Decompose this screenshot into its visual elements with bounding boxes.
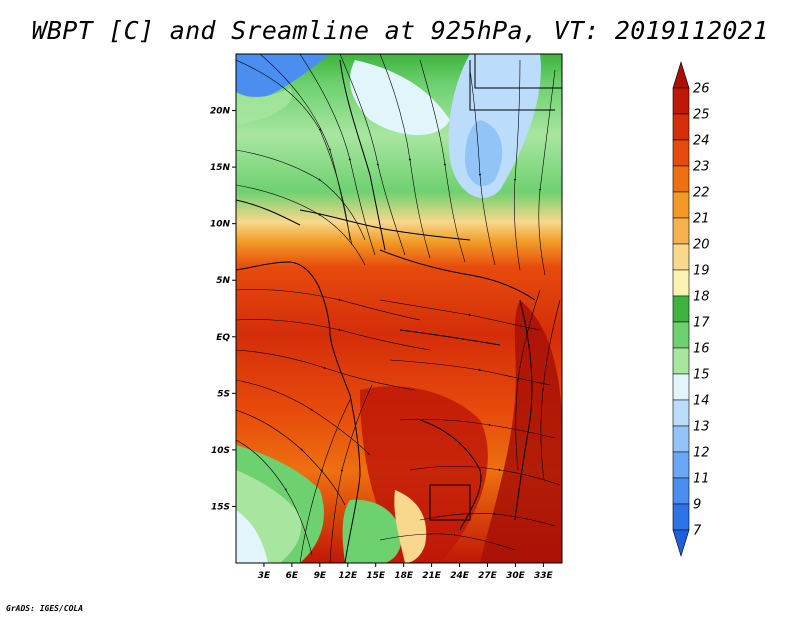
- y-tick-label: 10S: [211, 446, 230, 456]
- colorbar-label: 20: [693, 238, 710, 253]
- colorbar-swatch: [672, 139, 690, 167]
- colorbar: 7 9 11 12 13 14 15 16 17 18 19 20 21 22 23 24 25 26: [672, 60, 710, 558]
- colorbar-swatch: [672, 113, 690, 141]
- colorbar-label: 11: [693, 472, 710, 487]
- x-tick-label: 30E: [506, 571, 526, 581]
- colorbar-label: 15: [693, 368, 710, 383]
- colorbar-label: 14: [693, 394, 710, 409]
- y-tick-label: 5N: [216, 276, 230, 286]
- colorbar-swatch: [672, 165, 690, 193]
- y-tick-label: 15N: [210, 163, 231, 173]
- x-tick-label: 33E: [534, 571, 554, 581]
- colorbar-label: 26: [693, 82, 710, 97]
- y-tick-label: 15S: [211, 502, 230, 512]
- colorbar-swatch: [672, 425, 690, 453]
- colorbar-swatch: [672, 87, 690, 115]
- x-tick-label: 12E: [338, 571, 358, 581]
- colorbar-label: 13: [693, 420, 710, 435]
- colorbar-label: 9: [693, 498, 701, 513]
- y-tick-label: 20N: [210, 107, 231, 117]
- x-tick-label: 3E: [258, 571, 271, 581]
- colorbar-label: 16: [693, 342, 710, 357]
- colorbar-swatch: [672, 60, 690, 89]
- x-tick-label: 15E: [366, 571, 386, 581]
- x-tick-label: 27E: [478, 571, 498, 581]
- cool-region-northeast-blue: [465, 120, 503, 187]
- colorbar-label: 22: [693, 186, 710, 201]
- colorbar-label: 18: [693, 290, 710, 305]
- colorbar-label: 25: [693, 108, 710, 123]
- x-axis: 3E 6E 9E 12E 15E 18E 21E 24E 27E 30E 33E: [258, 563, 554, 581]
- y-tick-label: 10N: [210, 220, 231, 230]
- x-tick-label: 6E: [286, 571, 299, 581]
- colorbar-label: 24: [693, 134, 710, 149]
- cool-region-south-angola: [342, 499, 402, 563]
- colorbar-swatch: [672, 191, 690, 219]
- warm-region-east-highlands: [480, 300, 562, 563]
- colorbar-label: 12: [693, 446, 710, 461]
- colorbar-swatch: [672, 321, 690, 349]
- x-tick-label: 18E: [394, 571, 414, 581]
- colorbar-swatch: [672, 295, 690, 323]
- y-tick-label: EQ: [216, 333, 230, 343]
- country-borders: [236, 54, 562, 563]
- footer-credit: GrADS: IGES/COLA: [6, 604, 84, 613]
- cool-region-southwest-sea: [236, 510, 268, 563]
- colorbar-swatch: [672, 347, 690, 375]
- colorbar-swatch: [672, 477, 690, 505]
- streamlines: [236, 54, 561, 563]
- x-tick-label: 21E: [422, 571, 442, 581]
- colorbar-swatch: [672, 243, 690, 271]
- colorbar-swatch: [672, 217, 690, 245]
- colorbar-swatch: [672, 373, 690, 401]
- colorbar-swatch: [672, 451, 690, 479]
- map-area: [236, 54, 562, 563]
- y-axis: 20N 15N 10N 5N EQ 5S 10S 15S: [210, 107, 236, 512]
- colorbar-label: 21: [693, 212, 710, 227]
- colorbar-swatch: [672, 529, 690, 558]
- x-tick-label: 24E: [450, 571, 470, 581]
- x-tick-label: 9E: [314, 571, 327, 581]
- mild-region-south-angola: [394, 490, 427, 563]
- map-frame: [235, 53, 563, 564]
- y-tick-label: 5S: [217, 389, 230, 399]
- colorbar-swatch: [672, 399, 690, 427]
- cool-region-north-central: [350, 60, 450, 135]
- colorbar-label: 17: [693, 316, 710, 331]
- chart-title: WBPT [C] and Sreamline at 925hPa, VT: 20…: [31, 16, 769, 45]
- colorbar-swatch: [672, 269, 690, 297]
- cool-region-northwest-light: [236, 88, 292, 125]
- colorbar-swatch: [672, 503, 690, 531]
- colorbar-label: 7: [693, 524, 702, 539]
- colorbar-label: 19: [693, 264, 710, 279]
- colorbar-label: 23: [693, 160, 710, 175]
